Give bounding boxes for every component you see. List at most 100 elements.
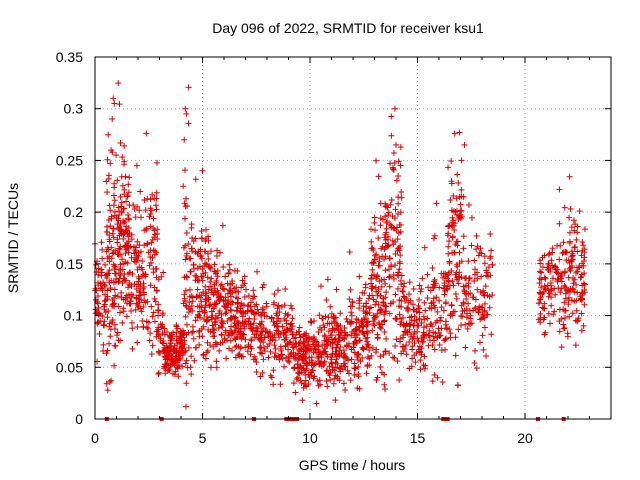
data-point bbox=[116, 101, 123, 108]
data-point bbox=[332, 314, 339, 321]
data-point bbox=[550, 311, 557, 318]
data-point bbox=[196, 292, 203, 299]
data-point bbox=[218, 311, 225, 318]
data-point bbox=[377, 200, 384, 207]
data-point bbox=[201, 309, 208, 316]
data-point bbox=[329, 364, 336, 371]
data-point bbox=[457, 201, 464, 208]
data-point bbox=[174, 325, 181, 332]
data-point bbox=[271, 290, 278, 297]
data-point bbox=[431, 337, 438, 344]
data-point bbox=[185, 309, 192, 316]
data-point bbox=[280, 329, 287, 336]
data-point bbox=[137, 281, 144, 288]
data-point bbox=[321, 345, 328, 352]
data-point bbox=[145, 325, 152, 332]
data-point bbox=[416, 282, 423, 289]
data-point bbox=[561, 325, 568, 332]
data-point bbox=[104, 293, 111, 300]
data-point bbox=[572, 243, 579, 250]
data-point bbox=[397, 252, 404, 259]
data-point bbox=[296, 331, 303, 338]
data-point bbox=[296, 324, 303, 331]
data-point bbox=[250, 293, 257, 300]
data-point bbox=[454, 382, 461, 389]
data-point bbox=[580, 322, 587, 329]
data-point bbox=[385, 209, 392, 216]
data-point bbox=[445, 271, 452, 278]
data-point bbox=[541, 274, 548, 281]
data-point bbox=[325, 314, 332, 321]
data-point bbox=[337, 344, 344, 351]
data-point bbox=[571, 276, 578, 283]
data-point bbox=[143, 226, 150, 233]
data-point bbox=[97, 285, 104, 292]
data-point bbox=[258, 328, 265, 335]
data-point bbox=[197, 314, 204, 321]
data-point bbox=[335, 331, 342, 338]
data-point bbox=[417, 288, 424, 295]
data-point bbox=[92, 261, 99, 268]
data-point bbox=[468, 242, 475, 249]
data-point bbox=[440, 307, 447, 314]
data-point bbox=[229, 347, 236, 354]
data-point bbox=[119, 256, 126, 263]
x-tick-label: 0 bbox=[91, 430, 99, 446]
data-point bbox=[449, 214, 456, 221]
data-point bbox=[129, 345, 136, 352]
data-point bbox=[372, 301, 379, 308]
data-point bbox=[418, 286, 425, 293]
data-point bbox=[553, 269, 560, 276]
data-point bbox=[174, 341, 181, 348]
data-point bbox=[368, 260, 375, 267]
data-point bbox=[577, 296, 584, 303]
data-point bbox=[325, 328, 332, 335]
data-point bbox=[180, 331, 187, 338]
data-point bbox=[207, 328, 214, 335]
data-point bbox=[395, 272, 402, 279]
data-point bbox=[141, 242, 148, 249]
data-point bbox=[378, 325, 385, 332]
data-point bbox=[226, 261, 233, 268]
data-point bbox=[161, 331, 168, 338]
data-point bbox=[333, 286, 340, 293]
data-point bbox=[391, 105, 398, 112]
data-point bbox=[120, 275, 127, 282]
data-point bbox=[433, 334, 440, 341]
data-point bbox=[211, 319, 218, 326]
data-point bbox=[392, 342, 399, 349]
data-point bbox=[392, 206, 399, 213]
data-point bbox=[236, 350, 243, 357]
data-point bbox=[166, 352, 173, 359]
data-point bbox=[200, 352, 207, 359]
data-point bbox=[175, 373, 182, 380]
data-point bbox=[127, 269, 134, 276]
data-point bbox=[447, 196, 454, 203]
data-point bbox=[365, 341, 372, 348]
data-point bbox=[417, 366, 424, 373]
data-point bbox=[211, 261, 218, 268]
data-point bbox=[181, 215, 188, 222]
data-point bbox=[144, 241, 151, 248]
data-point bbox=[566, 229, 573, 236]
data-point bbox=[401, 328, 408, 335]
data-point bbox=[419, 339, 426, 346]
data-point bbox=[382, 253, 389, 260]
data-point bbox=[574, 248, 581, 255]
data-point bbox=[580, 262, 587, 269]
data-point bbox=[282, 285, 289, 292]
data-point bbox=[396, 376, 403, 383]
data-point bbox=[581, 281, 588, 288]
data-point bbox=[212, 270, 219, 277]
data-point bbox=[393, 316, 400, 323]
data-point bbox=[121, 142, 128, 149]
data-point bbox=[270, 334, 277, 341]
data-point bbox=[371, 219, 378, 226]
data-point bbox=[326, 372, 333, 379]
data-point bbox=[467, 312, 474, 319]
data-point bbox=[117, 337, 124, 344]
data-point bbox=[300, 348, 307, 355]
data-point bbox=[155, 307, 162, 314]
